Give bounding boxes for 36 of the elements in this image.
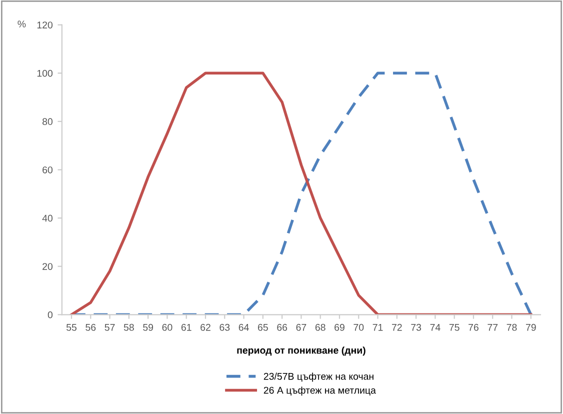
x-tick-label: 57	[104, 324, 115, 331]
x-axis-title: период от поникване (дни)	[237, 346, 366, 356]
y-tick-label: 120	[37, 22, 53, 28]
legend-label: 23/57B цъфтеж на кочан	[264, 372, 374, 382]
legend-label: 26 А цъфтеж на метлица	[264, 386, 376, 396]
y-tick-label: 40	[42, 214, 53, 222]
x-tick-label: 56	[86, 324, 96, 331]
x-tick-label: 78	[506, 324, 517, 331]
x-tick-label: 67	[296, 324, 306, 331]
y-tick-label: 60	[42, 166, 53, 174]
x-tick-label: 73	[411, 324, 422, 331]
x-tick-label: 68	[315, 324, 326, 331]
x-tick-label: 60	[162, 324, 172, 331]
x-tick-label: 69	[334, 324, 344, 331]
x-tick-label: 65	[258, 324, 268, 331]
x-tick-label: 77	[488, 324, 498, 331]
x-tick-label: 72	[392, 324, 402, 331]
x-tick-label: 64	[238, 324, 249, 331]
x-tick-label: 76	[468, 324, 478, 331]
x-tick-label: 74	[430, 324, 440, 331]
x-tick-label: 61	[181, 324, 192, 331]
y-axis-title: %	[18, 20, 26, 28]
x-tick-label: 58	[124, 324, 134, 331]
x-tick-label: 59	[143, 324, 154, 331]
y-tick-label: 20	[42, 263, 53, 270]
x-tick-label: 79	[526, 324, 536, 331]
y-tick-label: 80	[42, 118, 53, 126]
x-tick-label: 55	[66, 324, 76, 331]
x-tick-label: 66	[277, 324, 288, 331]
x-tick-label: 71	[372, 324, 383, 331]
x-tick-label: 75	[449, 324, 460, 331]
y-tick-label: 0	[48, 311, 53, 318]
y-tick-label: 100	[37, 70, 53, 77]
x-tick-label: 62	[200, 324, 210, 331]
x-tick-label: 63	[220, 324, 230, 331]
x-tick-label: 70	[354, 324, 364, 331]
